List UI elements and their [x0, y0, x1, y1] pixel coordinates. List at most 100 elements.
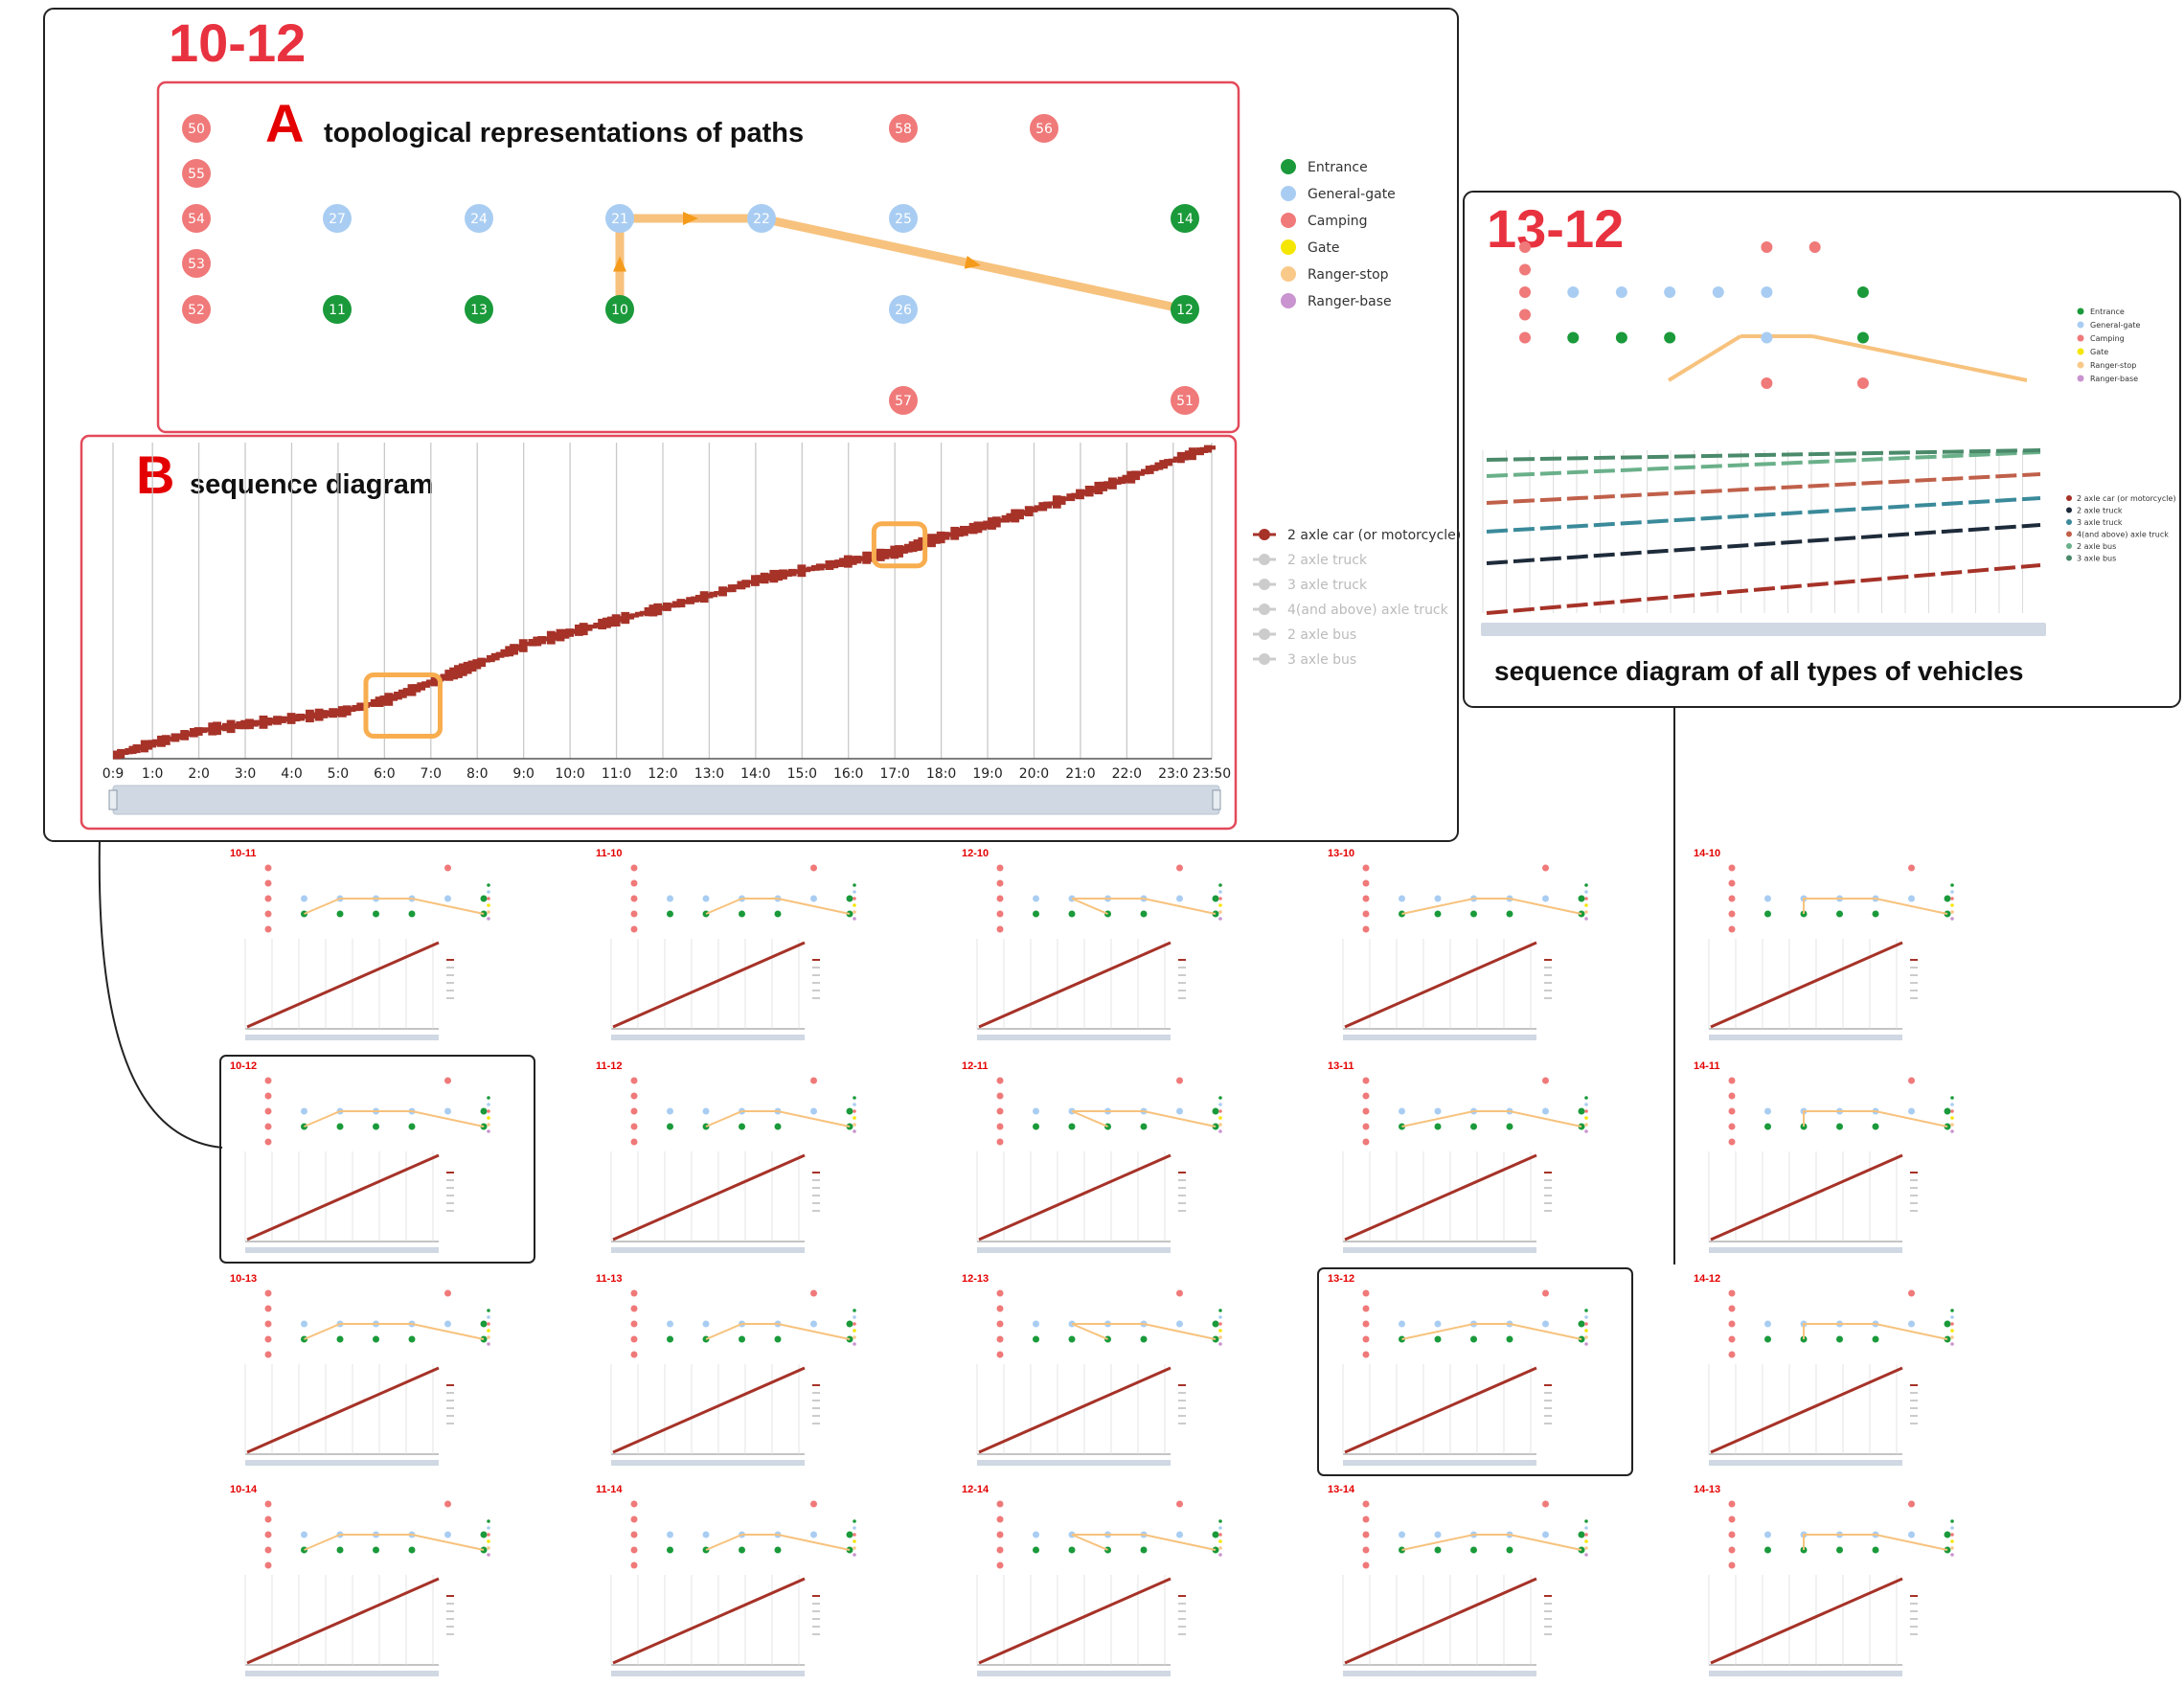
mini-node — [1542, 895, 1549, 902]
side-slider[interactable] — [1481, 623, 2046, 636]
node-25[interactable]: 25 — [889, 204, 918, 233]
sequence-segment — [936, 531, 945, 544]
mini-legend-dot — [853, 1322, 856, 1326]
mini-slider[interactable] — [1709, 1035, 1902, 1040]
grid-cell-13-11[interactable]: 13-11 — [1328, 1060, 1588, 1253]
grid-cell-12-13[interactable]: 12-13 — [962, 1273, 1222, 1466]
mini-slider[interactable] — [245, 1460, 439, 1466]
node-51[interactable]: 51 — [1171, 386, 1199, 415]
mini-node — [996, 1305, 1004, 1312]
mini-slider[interactable] — [245, 1671, 439, 1676]
node-22[interactable]: 22 — [747, 204, 776, 233]
vehicle-legend[interactable]: 2 axle car (or motorcycle) 2 axle truck 3 … — [1253, 528, 1461, 668]
grid-cell-12-10[interactable]: 12-10 — [962, 848, 1222, 1040]
mini-slider[interactable] — [245, 1035, 439, 1040]
grid-cell-14-11[interactable]: 14-11 — [1694, 1060, 1954, 1253]
mini-path — [1401, 1323, 1582, 1340]
mini-slider[interactable] — [977, 1671, 1171, 1676]
node-11[interactable]: 11 — [323, 295, 352, 324]
node-26[interactable]: 26 — [889, 295, 918, 324]
node-circle — [182, 159, 211, 188]
mini-node — [444, 864, 451, 872]
grid-cell-11-13[interactable]: 11-13 — [596, 1273, 856, 1466]
node-53[interactable]: 53 — [182, 249, 211, 278]
node-14[interactable]: 14 — [1171, 204, 1199, 233]
grid-cell-13-12[interactable]: 13-12 — [1317, 1267, 1633, 1476]
node-58[interactable]: 58 — [889, 114, 918, 143]
node-circle — [182, 114, 211, 143]
node-13[interactable]: 13 — [465, 295, 493, 324]
x-tick-label: 3:0 — [235, 766, 257, 782]
side-legend-dot — [2066, 543, 2072, 549]
vehicle-legend-item[interactable]: 3 axle truck — [1253, 578, 1368, 593]
mini-legend-dot — [853, 1533, 856, 1537]
mini-path — [1803, 898, 1948, 915]
grid-cell-11-10[interactable]: 11-10 — [596, 848, 856, 1040]
mini-slider[interactable] — [977, 1460, 1171, 1466]
mini-legend-dot — [853, 1342, 856, 1346]
grid-cell-12-11[interactable]: 12-11 — [962, 1060, 1222, 1253]
grid-cell-11-12[interactable]: 11-12 — [596, 1060, 856, 1253]
node-55[interactable]: 55 — [182, 159, 211, 188]
main-panel: 10-12 A topological representations of p… — [43, 8, 1461, 842]
mini-legend-dot — [1584, 1546, 1588, 1550]
mini-slider[interactable] — [1343, 1460, 1536, 1466]
grid-cell-title: 12-13 — [962, 1273, 989, 1285]
grid-cell-10-13[interactable]: 10-13 — [230, 1273, 490, 1466]
mini-slider[interactable] — [611, 1671, 805, 1676]
mini-slider[interactable] — [1343, 1247, 1536, 1253]
mini-slider[interactable] — [611, 1460, 805, 1466]
node-56[interactable]: 56 — [1030, 114, 1058, 143]
node-21[interactable]: 21 — [605, 204, 634, 233]
mini-slider[interactable] — [1343, 1035, 1536, 1040]
grid-cell-13-10[interactable]: 13-10 — [1328, 848, 1588, 1040]
sequence-segment — [699, 591, 709, 604]
mini-slider[interactable] — [1343, 1671, 1536, 1676]
mini-slider[interactable] — [977, 1247, 1171, 1253]
section-b-letter: B — [136, 444, 174, 505]
grid-cell-10-14[interactable]: 10-14 — [230, 1484, 490, 1676]
time-range-slider[interactable] — [108, 785, 1221, 815]
mini-node — [630, 1138, 638, 1146]
mini-slider[interactable] — [1709, 1247, 1902, 1253]
grid-cell-11-14[interactable]: 11-14 — [596, 1484, 856, 1676]
grid-cell-13-14[interactable]: 13-14 — [1328, 1484, 1588, 1676]
node-24[interactable]: 24 — [465, 204, 493, 233]
node-label: 12 — [1176, 303, 1194, 318]
x-tick-label: 19:0 — [972, 766, 1002, 782]
mini-node — [1176, 1077, 1183, 1084]
grid-cell-10-12[interactable]: 10-12 — [219, 1055, 535, 1264]
node-57[interactable]: 57 — [889, 386, 918, 415]
vehicle-legend-item[interactable]: 2 axle car (or motorcycle) — [1253, 528, 1461, 543]
mini-slider[interactable] — [611, 1247, 805, 1253]
mini-path — [705, 898, 851, 915]
vehicle-legend-item[interactable]: 2 axle truck — [1253, 553, 1368, 568]
sequence-segment — [626, 613, 635, 620]
node-10[interactable]: 10 — [605, 295, 634, 324]
mini-slider[interactable] — [977, 1035, 1171, 1040]
vehicle-legend-item[interactable]: 2 axle bus — [1253, 627, 1356, 643]
mini-slider[interactable] — [1709, 1671, 1902, 1676]
mini-legend-dot — [487, 1309, 490, 1312]
vehicle-legend-item[interactable]: 3 axle bus — [1253, 652, 1356, 668]
node-27[interactable]: 27 — [323, 204, 352, 233]
node-52[interactable]: 52 — [182, 295, 211, 324]
mini-slider[interactable] — [1709, 1460, 1902, 1466]
mini-slider[interactable] — [245, 1247, 439, 1253]
mini-slider[interactable] — [611, 1035, 805, 1040]
slider-handle-left[interactable] — [108, 789, 118, 810]
grid-cell-14-10[interactable]: 14-10 — [1694, 848, 1954, 1040]
grid-cell-10-11[interactable]: 10-11 — [230, 848, 490, 1040]
mini-node — [444, 1077, 451, 1084]
grid-cell-14-12[interactable]: 14-12 — [1694, 1273, 1954, 1466]
grid-cell-12-14[interactable]: 12-14 — [962, 1484, 1222, 1676]
mini-node — [996, 925, 1004, 933]
grid-cell-14-13[interactable]: 14-13 — [1694, 1484, 1954, 1676]
side-panel-caption: sequence diagram of all types of vehicle… — [1494, 656, 2023, 686]
node-50[interactable]: 50 — [182, 114, 211, 143]
slider-handle-right[interactable] — [1212, 789, 1221, 810]
node-12[interactable]: 12 — [1171, 295, 1199, 324]
vehicle-legend-item[interactable]: 4(and above) axle truck — [1253, 603, 1449, 618]
node-54[interactable]: 54 — [182, 204, 211, 233]
sequence-segment — [639, 610, 648, 615]
